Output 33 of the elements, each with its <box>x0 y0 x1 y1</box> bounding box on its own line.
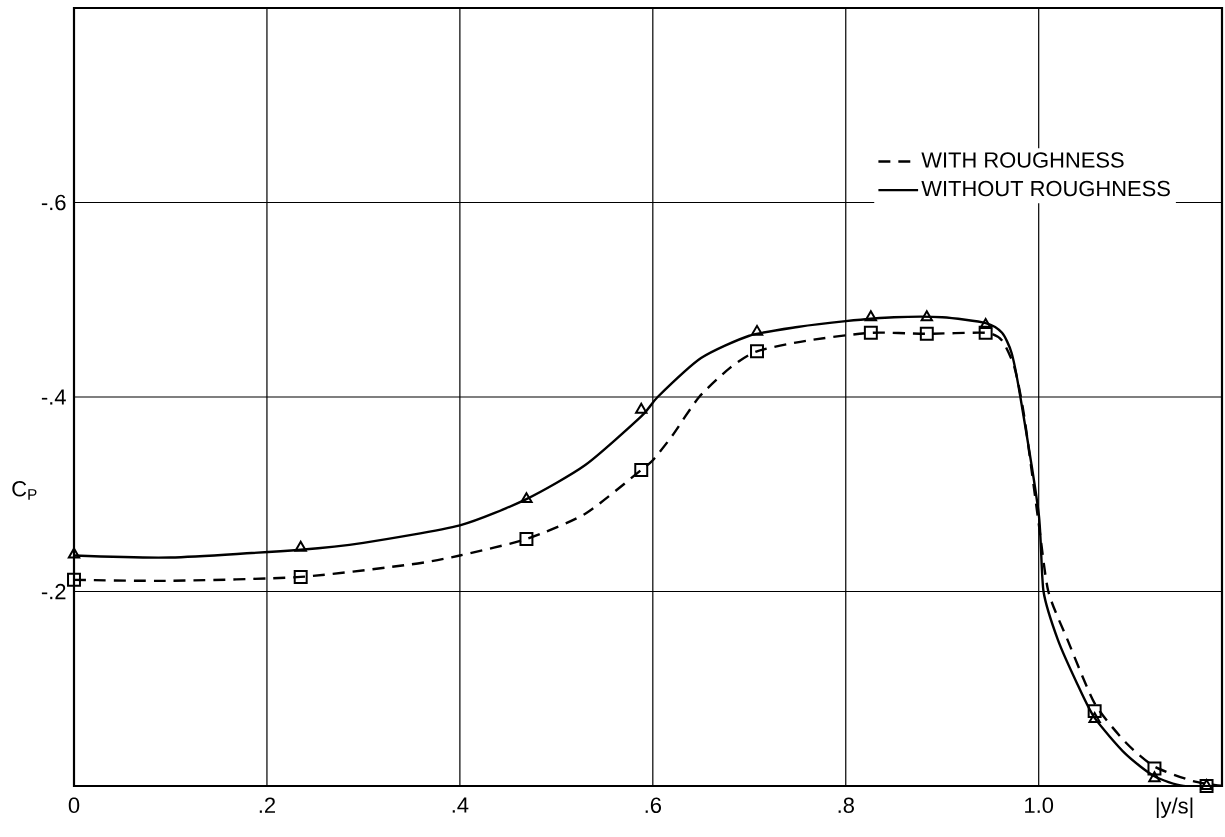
point <box>1087 704 1102 719</box>
y-axis-title: C$_{P}$ <box>12 480 37 500</box>
point <box>919 326 934 341</box>
point <box>635 402 648 414</box>
legend-label: WITHOUT ROUGHNESS <box>921 180 1170 197</box>
point <box>978 325 993 340</box>
x-tick-label: 1.0 <box>1025 797 1054 814</box>
y-tick-label: -.4 <box>41 389 66 405</box>
point <box>1147 761 1162 776</box>
x-tick-label: 0 <box>68 797 80 814</box>
legend-label: WITH ROUGHNESS <box>921 152 1124 168</box>
point <box>750 344 764 359</box>
point <box>293 569 308 584</box>
y-tick-label: -.2 <box>41 583 66 600</box>
point <box>1148 771 1161 783</box>
x-tick-label: .8 <box>838 797 854 814</box>
point <box>67 572 81 587</box>
point <box>519 532 534 546</box>
point <box>294 540 307 552</box>
x-axis-title: |y/s| <box>1156 797 1193 819</box>
point <box>920 310 933 322</box>
point <box>979 318 992 330</box>
point <box>750 324 764 336</box>
y-tick-label: -.6 <box>41 194 66 211</box>
x-tick-label: .4 <box>452 797 469 813</box>
point <box>634 462 649 477</box>
point <box>864 310 878 322</box>
point <box>863 325 878 340</box>
x-tick-label: .2 <box>259 797 275 813</box>
x-tick-label: .6 <box>645 797 662 814</box>
point <box>1088 711 1101 723</box>
point <box>67 547 81 559</box>
point <box>520 492 533 504</box>
